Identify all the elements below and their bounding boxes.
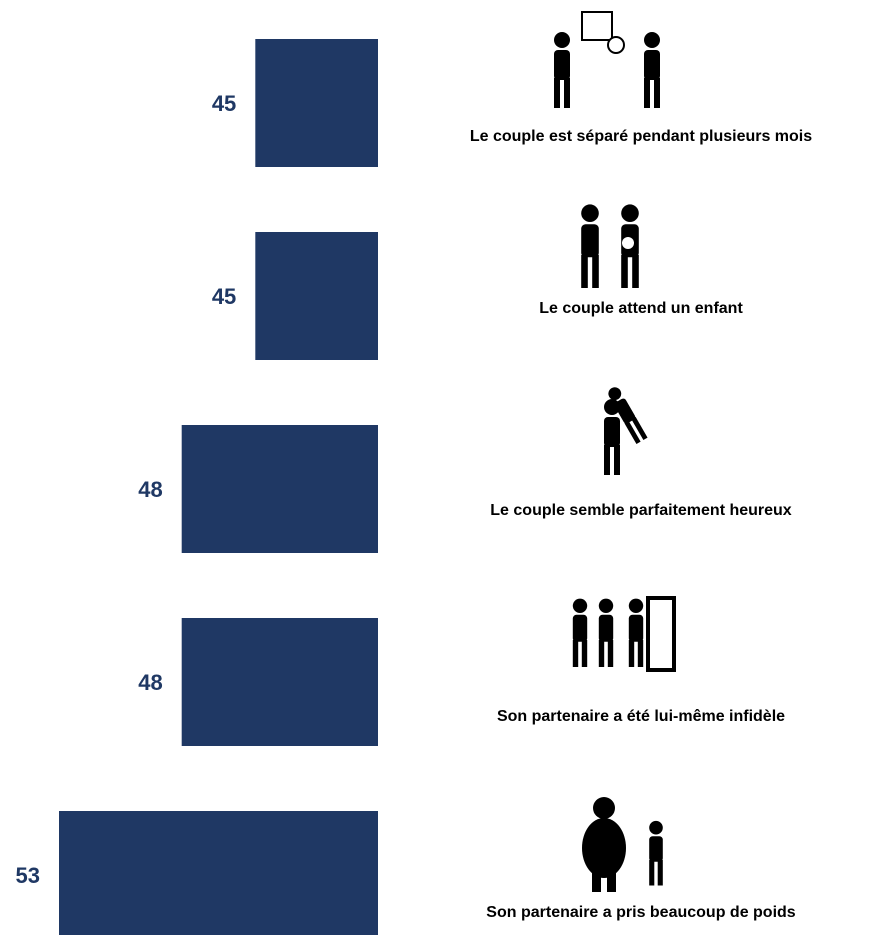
value-label: 53 <box>16 863 40 888</box>
bar <box>59 811 378 939</box>
icon-separated <box>554 11 660 108</box>
value-label: 45 <box>212 284 236 309</box>
category-label: Le couple attend un enfant <box>539 300 743 317</box>
icon-happy <box>604 384 648 475</box>
bar <box>181 425 378 553</box>
icon-weight <box>582 797 663 892</box>
category-label: Son partenaire a été lui-même infidèle <box>497 708 785 725</box>
value-label: 48 <box>138 670 162 695</box>
value-label: 45 <box>212 91 236 116</box>
icon-unfaithful <box>572 596 676 672</box>
category-label: Le couple est séparé pendant plusieurs m… <box>470 128 812 145</box>
category-label: Son partenaire a pris beaucoup de poids <box>486 904 796 921</box>
bar <box>181 618 378 746</box>
bar <box>255 39 378 167</box>
category-label: Le couple semble parfaitement heureux <box>490 502 792 519</box>
bar <box>255 232 378 360</box>
icon-expecting <box>581 204 639 288</box>
value-label: 48 <box>138 477 162 502</box>
